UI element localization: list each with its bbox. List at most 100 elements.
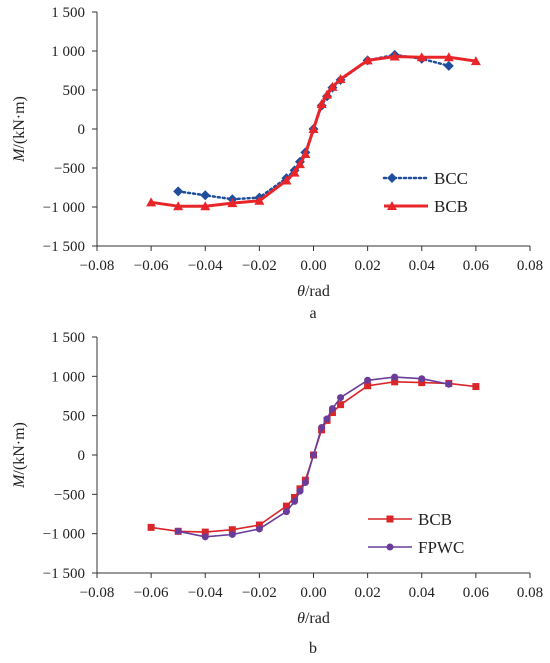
chart-b-fpwc-point (301, 479, 309, 487)
chart-a-bcb-point (470, 56, 481, 66)
chart-b-x-tick-label: 0.04 (409, 585, 436, 601)
chart-a-x-axis-label: θ/rad (297, 283, 330, 300)
chart-b-bcb-point (418, 379, 426, 387)
chart-a-bcb-point (200, 201, 211, 211)
chart-b-bcb-point (391, 378, 399, 386)
chart-b-y-axis-label: M/(kN·m) (11, 422, 28, 489)
chart-b-bcb-point (472, 383, 480, 391)
chart-a-bcb-point (289, 167, 300, 177)
chart-a-bcb-point (316, 99, 327, 109)
chart-a-bcb-point (254, 195, 265, 205)
chart-b-fpwc-point (201, 533, 209, 541)
chart-b-bcb-point (147, 523, 155, 531)
chart-a-bcb-point (389, 51, 400, 61)
chart-a-bcb-point (362, 55, 373, 65)
chart-b-x-tick-label: 0.08 (517, 585, 543, 601)
chart-b-y-tick-label: 0 (78, 448, 86, 464)
chart-a-bcb-point (227, 198, 238, 208)
chart-b-x-axis-label: θ/rad (297, 610, 330, 627)
chart-a-legend-item-bcb: BCB (384, 197, 468, 216)
chart-a-panel: 1 500 1 000 500 0 −500 −1 000 −1 500 −0.08 −0.06… (11, 5, 543, 322)
chart-b-fpwc-point (318, 423, 326, 431)
chart-b-x-tick-label: −0.06 (134, 585, 169, 601)
chart-a-legend-item-bcc: BCC (382, 169, 468, 188)
chart-a-bcb-point (443, 52, 454, 62)
chart-b-legend-label: FPWC (418, 538, 464, 557)
chart-a-y-tick-label: 500 (63, 83, 86, 99)
chart-b-x-tick-label: −0.02 (242, 585, 277, 601)
chart-a-y-tick-label: −500 (54, 161, 85, 177)
chart-a-bcb-point (327, 81, 338, 91)
chart-b-fpwc-point (310, 451, 317, 459)
chart-a-legend-swatch-marker (387, 201, 397, 210)
chart-b-fpwc-point (296, 487, 304, 495)
chart-b-y-tick-label: −1 500 (43, 566, 85, 582)
chart-b-panel-label: b (309, 640, 317, 657)
chart-a-bcb-point (308, 124, 319, 133)
chart-a-y-tick-label: −1 500 (43, 239, 85, 255)
chart-b-fpwc-point (228, 530, 236, 538)
chart-b-x-tick-label: 0.00 (300, 585, 326, 601)
chart-a-bcb-point (322, 89, 333, 99)
chart-b-fpwc-point (337, 394, 345, 402)
chart-a-bcb-point (146, 197, 157, 207)
chart-a-bcb-point (281, 175, 292, 185)
chart-b-fpwc-point (418, 375, 426, 383)
chart-a-x-tick-label: 0.04 (409, 258, 436, 274)
chart-a-y-tick-label: 1 500 (51, 5, 85, 21)
chart-a-bcb-point (335, 74, 346, 84)
chart-b-y-tick-label: 500 (63, 409, 86, 425)
chart-b-fpwc-point (255, 525, 263, 533)
chart-a-x-tick-label: 0.00 (300, 258, 326, 274)
chart-b-fpwc-point (445, 380, 453, 388)
chart-b-bcb-point (282, 502, 290, 510)
chart-b-bcb-point (228, 526, 236, 534)
chart-b-legend-label: BCB (418, 510, 452, 529)
chart-b-bcb-point (291, 493, 299, 501)
chart-b-fpwc-point (391, 373, 399, 381)
chart-a-y-tick-label: 0 (78, 122, 86, 138)
chart-a-y-tick-label: 1 000 (51, 44, 85, 60)
chart-a-x-tick-label: −0.06 (134, 258, 169, 274)
chart-a-legend-label: BCB (434, 197, 468, 216)
chart-a-x-tick-label: −0.08 (80, 258, 115, 274)
chart-b-bcb-point (337, 401, 345, 409)
chart-b-panel: 1 500 1 000 500 0 −500 −1 000 −1 500 −0.08 −0.06… (11, 330, 543, 657)
chart-a-y-tick-label: −1 000 (43, 200, 85, 216)
chart-b-y-tick-label: −500 (54, 487, 85, 503)
chart-b-bcb-point (328, 409, 336, 417)
chart-a-bcc-point (173, 186, 184, 197)
chart-b-legend-swatch-marker (386, 515, 394, 523)
chart-a-x-tick-label: 0.02 (355, 258, 381, 274)
chart-a-bcb-point (294, 159, 305, 169)
chart-b-fpwc-point (174, 527, 182, 535)
chart-a-bcc-point (443, 60, 454, 71)
chart-b-bcb-point (255, 521, 263, 529)
chart-b-series-fpwc (174, 373, 453, 541)
chart-a-legend-label: BCC (434, 169, 468, 188)
chart-b-legend-item-fpwc: FPWC (368, 538, 464, 557)
chart-b-fpwc-point (282, 508, 290, 516)
chart-a-bcb-point (416, 52, 427, 62)
chart-a-bcb-point (173, 201, 184, 211)
chart-b-bcb-point (201, 528, 209, 536)
chart-b-fpwc-point (323, 415, 331, 423)
chart-b-x-tick-label: −0.08 (80, 585, 115, 601)
chart-a-x-tick-label: 0.06 (463, 258, 490, 274)
chart-a-x-tick-label: 0.08 (517, 258, 543, 274)
chart-b-x-tick-label: 0.06 (463, 585, 490, 601)
chart-b-legend-swatch-marker (386, 543, 394, 551)
chart-b-fpwc-point (291, 497, 299, 505)
chart-a-y-axis-label: M/(kN·m) (11, 96, 28, 163)
chart-a-x-tick-label: −0.02 (242, 258, 277, 274)
chart-a-series-bcb (146, 51, 481, 211)
chart-a-x-tick-label: −0.04 (188, 258, 223, 274)
chart-b-x-tick-label: −0.04 (188, 585, 223, 601)
chart-b-y-tick-label: 1 000 (51, 369, 85, 385)
chart-a-legend-swatch-marker (387, 173, 397, 183)
chart-b-bcb-point (364, 382, 372, 390)
chart-b-x-tick-label: 0.02 (355, 585, 381, 601)
chart-b-y-tick-label: 1 500 (51, 330, 85, 346)
chart-b-y-tick-label: −1 000 (43, 527, 85, 543)
